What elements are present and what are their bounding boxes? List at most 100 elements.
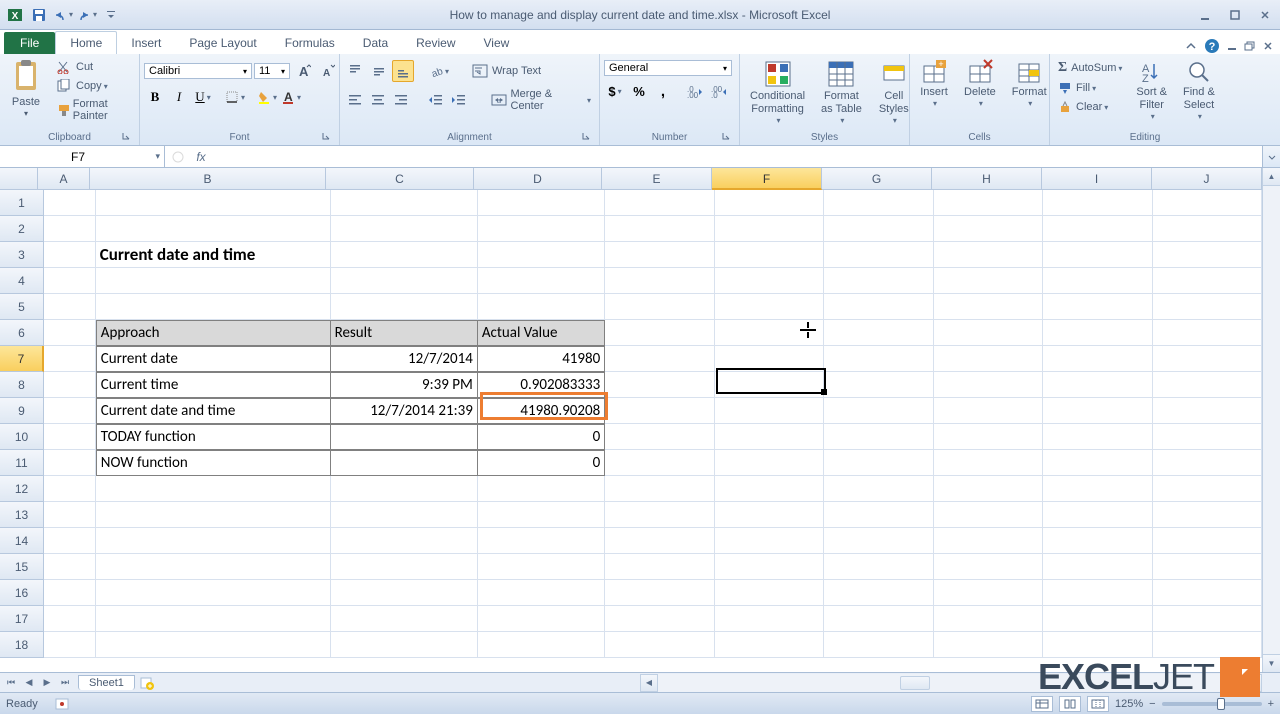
- cell-I16[interactable]: [1043, 580, 1152, 606]
- cell-H5[interactable]: [934, 294, 1043, 320]
- cell-F10[interactable]: [715, 424, 824, 450]
- cell-A10[interactable]: [44, 424, 96, 450]
- col-header-E[interactable]: E: [602, 168, 712, 190]
- insert-cells-button[interactable]: +Insert: [914, 56, 954, 111]
- window-min-icon[interactable]: [1226, 40, 1238, 52]
- cell-I13[interactable]: [1043, 502, 1152, 528]
- cell-F18[interactable]: [715, 632, 824, 658]
- align-left-button[interactable]: [344, 89, 365, 111]
- cut-button[interactable]: Cut: [52, 58, 135, 76]
- cell-J9[interactable]: [1153, 398, 1262, 424]
- hscroll-thumb[interactable]: [900, 676, 930, 690]
- zoom-level[interactable]: 125%: [1115, 698, 1143, 710]
- row-header-14[interactable]: 14: [0, 528, 44, 554]
- cell-A16[interactable]: [44, 580, 96, 606]
- cell-A17[interactable]: [44, 606, 96, 632]
- cell-B12[interactable]: [96, 476, 331, 502]
- cell-D16[interactable]: [478, 580, 605, 606]
- cell-J1[interactable]: [1153, 190, 1262, 216]
- cell-B3[interactable]: Current date and time: [96, 242, 331, 268]
- cell-H14[interactable]: [934, 528, 1043, 554]
- font-name-dropdown[interactable]: Calibri▾: [144, 63, 252, 79]
- cell-H17[interactable]: [934, 606, 1043, 632]
- tab-data[interactable]: Data: [349, 32, 402, 54]
- cell-C10[interactable]: [331, 424, 478, 450]
- cell-I15[interactable]: [1043, 554, 1152, 580]
- cell-G15[interactable]: [824, 554, 933, 580]
- cell-J8[interactable]: [1153, 372, 1262, 398]
- number-launcher[interactable]: [721, 131, 733, 143]
- cell-H13[interactable]: [934, 502, 1043, 528]
- cell-I6[interactable]: [1043, 320, 1152, 346]
- cell-F9[interactable]: [715, 398, 824, 424]
- col-header-D[interactable]: D: [474, 168, 602, 190]
- font-color-button[interactable]: A: [280, 86, 302, 108]
- bold-button[interactable]: B: [144, 86, 166, 108]
- row-header-12[interactable]: 12: [0, 476, 44, 502]
- cell-B4[interactable]: [96, 268, 331, 294]
- cell-C15[interactable]: [331, 554, 478, 580]
- cell-D15[interactable]: [478, 554, 605, 580]
- cell-B16[interactable]: [96, 580, 331, 606]
- qat-customize[interactable]: [100, 4, 122, 26]
- currency-button[interactable]: $: [604, 80, 626, 102]
- row-header-17[interactable]: 17: [0, 606, 44, 632]
- cell-H12[interactable]: [934, 476, 1043, 502]
- cell-C17[interactable]: [331, 606, 478, 632]
- cell-E10[interactable]: [605, 424, 714, 450]
- cell-F13[interactable]: [715, 502, 824, 528]
- comma-button[interactable]: ,: [652, 80, 674, 102]
- cell-A7[interactable]: [44, 346, 96, 372]
- cell-J18[interactable]: [1153, 632, 1262, 658]
- autosum-button[interactable]: ΣAutoSum: [1054, 58, 1126, 78]
- row-header-6[interactable]: 6: [0, 320, 44, 346]
- cell-A15[interactable]: [44, 554, 96, 580]
- cell-D4[interactable]: [478, 268, 605, 294]
- tab-insert[interactable]: Insert: [117, 32, 175, 54]
- align-top-button[interactable]: [344, 60, 366, 82]
- cell-E1[interactable]: [605, 190, 714, 216]
- border-button[interactable]: [224, 86, 246, 108]
- cell-B11[interactable]: NOW function: [96, 450, 331, 476]
- zoom-slider[interactable]: [1162, 702, 1262, 706]
- cell-C16[interactable]: [331, 580, 478, 606]
- scroll-up-button[interactable]: ▲: [1263, 168, 1280, 186]
- cell-D11[interactable]: 0: [478, 450, 605, 476]
- cells-area[interactable]: Current date and timeApproachResultActua…: [44, 190, 1262, 672]
- decrease-indent-button[interactable]: [425, 89, 446, 111]
- cell-G17[interactable]: [824, 606, 933, 632]
- fill-color-button[interactable]: [256, 86, 278, 108]
- cell-B7[interactable]: Current date: [96, 346, 331, 372]
- cell-F3[interactable]: [715, 242, 824, 268]
- cell-A6[interactable]: [44, 320, 96, 346]
- sheet-nav-prev[interactable]: ◀: [20, 675, 38, 691]
- cell-I1[interactable]: [1043, 190, 1152, 216]
- row-header-18[interactable]: 18: [0, 632, 44, 658]
- col-header-A[interactable]: A: [38, 168, 90, 190]
- col-header-I[interactable]: I: [1042, 168, 1152, 190]
- format-cells-button[interactable]: Format: [1006, 56, 1053, 111]
- cell-A13[interactable]: [44, 502, 96, 528]
- cell-B1[interactable]: [96, 190, 331, 216]
- cell-F11[interactable]: [715, 450, 824, 476]
- row-header-5[interactable]: 5: [0, 294, 44, 320]
- cell-C9[interactable]: 12/7/2014 21:39: [331, 398, 478, 424]
- cell-E18[interactable]: [605, 632, 714, 658]
- row-header-1[interactable]: 1: [0, 190, 44, 216]
- cell-G18[interactable]: [824, 632, 933, 658]
- cell-I14[interactable]: [1043, 528, 1152, 554]
- sheet-tab-1[interactable]: Sheet1: [78, 675, 135, 690]
- cell-I5[interactable]: [1043, 294, 1152, 320]
- italic-button[interactable]: I: [168, 86, 190, 108]
- row-header-8[interactable]: 8: [0, 372, 44, 398]
- percent-button[interactable]: %: [628, 80, 650, 102]
- alignment-launcher[interactable]: [581, 131, 593, 143]
- cell-I2[interactable]: [1043, 216, 1152, 242]
- cell-F5[interactable]: [715, 294, 824, 320]
- redo-button[interactable]: [76, 4, 98, 26]
- cell-C11[interactable]: [331, 450, 478, 476]
- cell-H9[interactable]: [934, 398, 1043, 424]
- cell-A3[interactable]: [44, 242, 96, 268]
- conditional-formatting-button[interactable]: Conditional Formatting: [744, 56, 811, 128]
- zoom-in-button[interactable]: +: [1268, 698, 1274, 710]
